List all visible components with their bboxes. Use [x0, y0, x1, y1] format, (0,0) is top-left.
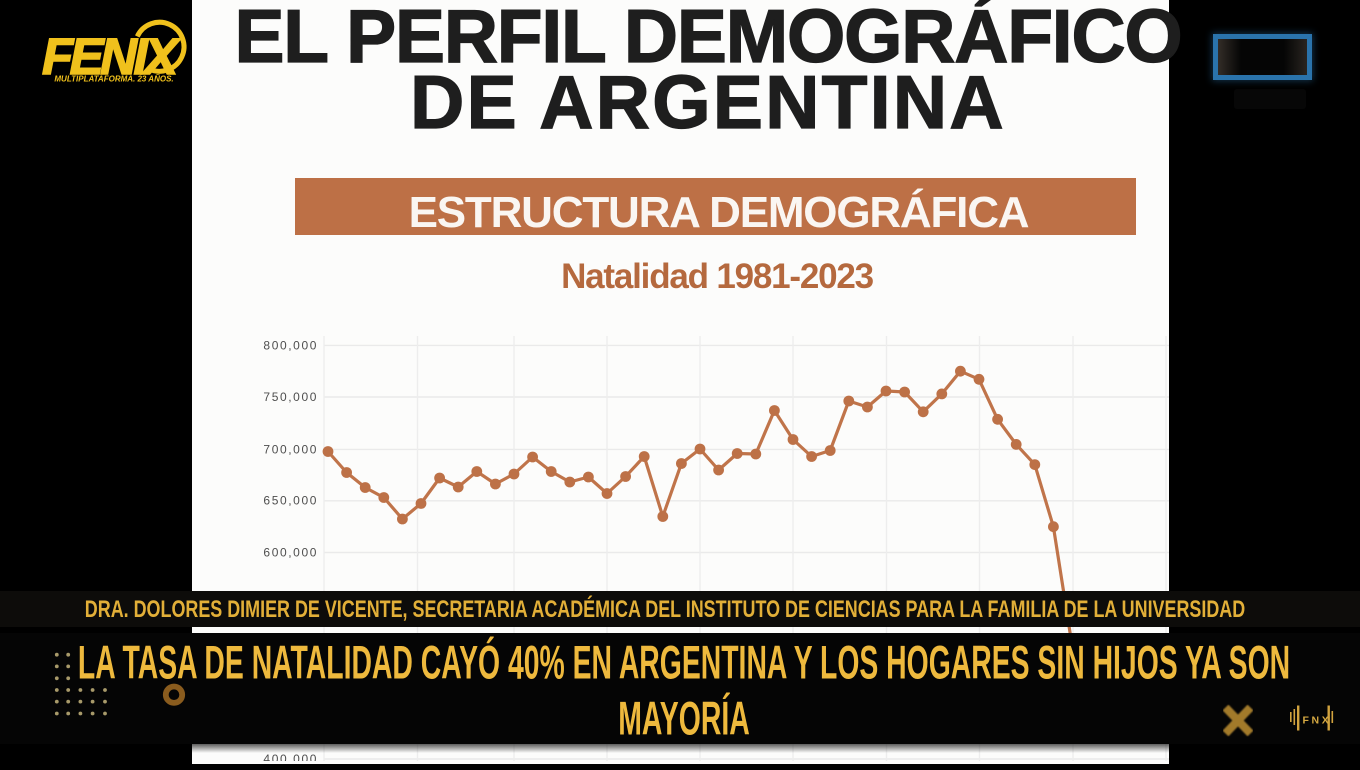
svg-text:800,000: 800,000	[263, 338, 318, 352]
svg-text:700,000: 700,000	[263, 442, 318, 456]
svg-text:650,000: 650,000	[263, 494, 318, 508]
svg-text:FENIX: FENIX	[42, 28, 181, 85]
svg-text:750,000: 750,000	[263, 390, 318, 404]
svg-text:MULTIPLATAFORMA. 23 AÑOS.: MULTIPLATAFORMA. 23 AÑOS.	[54, 75, 173, 84]
svg-text:400,000: 400,000	[263, 752, 318, 761]
svg-text:FNX: FNX	[1303, 715, 1332, 727]
svg-text:600,000: 600,000	[263, 545, 318, 559]
